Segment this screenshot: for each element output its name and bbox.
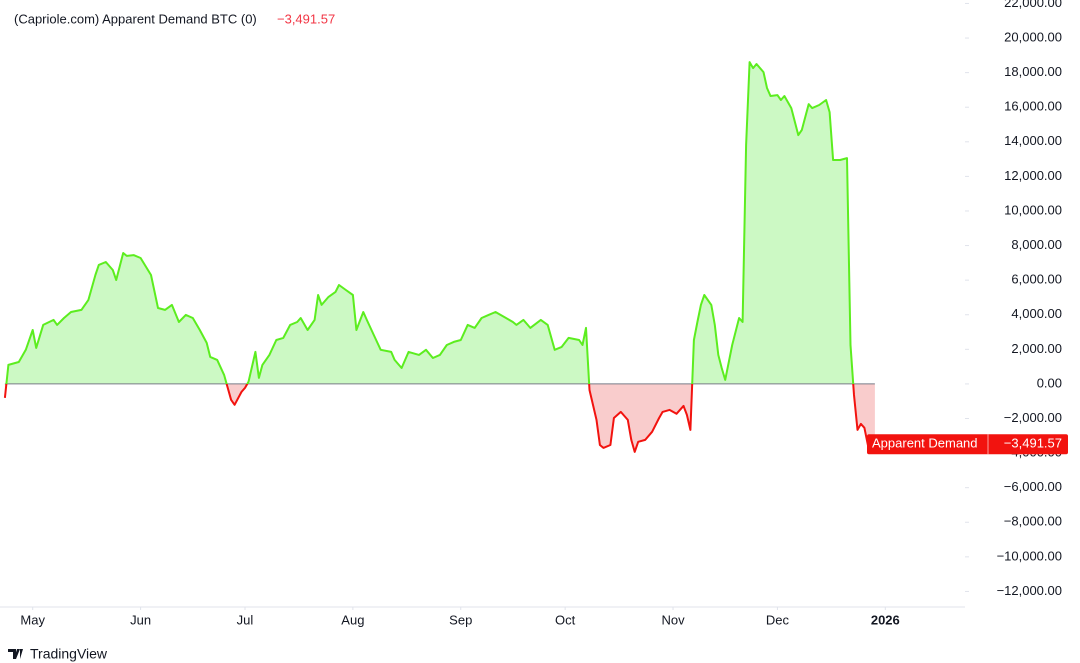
y-tick-label: 10,000.00 — [1004, 202, 1062, 217]
y-tick-label: 22,000.00 — [1004, 0, 1062, 10]
header-value: −3,491.57 — [277, 11, 335, 26]
y-tick-label: 2,000.00 — [1011, 341, 1062, 356]
x-tick-label: May — [20, 612, 45, 627]
series-line — [3, 61, 875, 453]
y-tick-label: −10,000.00 — [997, 548, 1062, 563]
y-tick-label: 4,000.00 — [1011, 306, 1062, 321]
y-tick-label: 12,000.00 — [1004, 168, 1062, 183]
y-tick-label: −8,000.00 — [1004, 514, 1062, 529]
plot — [3, 61, 875, 453]
x-tick-label: Jul — [237, 612, 254, 627]
brand-logo — [8, 649, 23, 659]
y-tick-label: 14,000.00 — [1004, 133, 1062, 148]
area-fill — [4, 62, 875, 452]
y-tick-label: −12,000.00 — [997, 583, 1062, 598]
x-tick-label: Oct — [555, 612, 576, 627]
x-tick-label: Dec — [766, 612, 790, 627]
y-tick-label: 18,000.00 — [1004, 64, 1062, 79]
y-tick-label: 0.00 — [1037, 375, 1062, 390]
chart-title: (Capriole.com) Apparent Demand BTC (0) — [14, 11, 257, 26]
x-tick-label: Sep — [449, 612, 472, 627]
y-tick-label: 8,000.00 — [1011, 237, 1062, 252]
x-tick-label: 2026 — [871, 612, 900, 627]
y-tick-label: −2,000.00 — [1004, 410, 1062, 425]
y-tick-label: −6,000.00 — [1004, 479, 1062, 494]
y-tick-label: 20,000.00 — [1004, 29, 1062, 44]
last-value-badge — [867, 434, 1068, 455]
y-tick-label: 6,000.00 — [1011, 272, 1062, 287]
badge-value: −3,491.57 — [1004, 436, 1062, 451]
brand: TradingView — [30, 646, 108, 662]
y-tick-label: 16,000.00 — [1004, 99, 1062, 114]
x-tick-label: Nov — [661, 612, 685, 627]
x-tick-label: Jun — [130, 612, 151, 627]
badge-series-name: Apparent Demand — [872, 436, 978, 451]
x-tick-label: Aug — [341, 612, 364, 627]
